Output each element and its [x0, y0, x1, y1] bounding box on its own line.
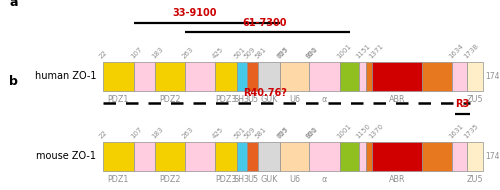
Text: 1634: 1634	[448, 43, 464, 60]
Text: 501: 501	[233, 46, 246, 60]
Bar	[258, 142, 280, 171]
Text: 183: 183	[151, 126, 164, 140]
Text: GUK: GUK	[260, 175, 278, 184]
Text: 107: 107	[130, 126, 143, 140]
Text: 1631: 1631	[448, 123, 464, 140]
Text: 890: 890	[305, 46, 318, 60]
Text: 1370: 1370	[368, 123, 384, 140]
Text: 509: 509	[243, 126, 256, 140]
Bar	[155, 62, 185, 91]
Text: 22: 22	[98, 129, 108, 140]
Text: 1151: 1151	[355, 43, 372, 60]
Bar	[185, 142, 215, 171]
Bar	[134, 62, 155, 91]
Bar	[102, 142, 134, 171]
Text: 1001: 1001	[336, 43, 352, 60]
Text: 425: 425	[211, 46, 224, 60]
Text: 921: 921	[305, 46, 318, 60]
Bar	[247, 62, 258, 91]
Text: U5: U5	[247, 175, 258, 184]
Text: PDZ3: PDZ3	[216, 175, 236, 184]
Text: 263: 263	[181, 46, 194, 60]
Text: PDZ1: PDZ1	[108, 175, 128, 184]
Text: b: b	[9, 75, 18, 88]
Bar	[237, 142, 247, 171]
Bar	[258, 62, 280, 91]
Bar	[247, 142, 258, 171]
Bar	[237, 62, 247, 91]
Text: R3: R3	[456, 99, 469, 109]
Text: 581: 581	[254, 46, 268, 60]
Text: 1371: 1371	[368, 43, 384, 60]
Bar	[452, 62, 467, 91]
Text: 921: 921	[305, 126, 318, 140]
Text: ABR: ABR	[389, 95, 405, 104]
Text: SH3: SH3	[234, 95, 250, 104]
Text: PDZ2: PDZ2	[159, 175, 180, 184]
Bar	[366, 62, 372, 91]
Text: 425: 425	[211, 126, 224, 140]
Bar	[185, 62, 215, 91]
Text: 627: 627	[276, 46, 289, 60]
Bar	[102, 62, 134, 91]
Bar	[309, 142, 340, 171]
Text: mouse ZO-1: mouse ZO-1	[36, 151, 96, 161]
Text: human ZO-1: human ZO-1	[35, 71, 96, 82]
Bar	[155, 142, 185, 171]
Text: ABR: ABR	[389, 175, 405, 184]
Text: U5: U5	[247, 95, 258, 104]
Text: 183: 183	[151, 46, 164, 60]
Text: 581: 581	[254, 126, 268, 140]
Bar	[280, 142, 309, 171]
Bar	[340, 62, 359, 91]
Text: 1748: 1748	[485, 72, 500, 81]
Text: 1001: 1001	[336, 123, 352, 140]
Bar	[452, 142, 467, 171]
Bar	[422, 142, 452, 171]
Bar	[280, 62, 309, 91]
Bar	[372, 62, 422, 91]
Text: ZU5: ZU5	[466, 95, 483, 104]
Bar	[340, 142, 359, 171]
Text: 795: 795	[276, 46, 289, 60]
Bar	[309, 62, 340, 91]
Bar	[215, 142, 237, 171]
Text: 509: 509	[243, 46, 256, 60]
Text: 1735: 1735	[463, 123, 479, 140]
Bar	[467, 62, 482, 91]
Text: 795: 795	[276, 126, 289, 140]
Text: 61-7300: 61-7300	[243, 17, 287, 28]
Bar	[372, 142, 422, 171]
Text: α: α	[322, 175, 327, 184]
Text: U6: U6	[289, 95, 300, 104]
Text: SH3: SH3	[234, 175, 250, 184]
Text: R40.76?: R40.76?	[243, 88, 287, 98]
Bar	[422, 62, 452, 91]
Text: ZU5: ZU5	[466, 175, 483, 184]
Text: a: a	[9, 0, 18, 9]
Text: 1150: 1150	[355, 123, 372, 140]
Text: α: α	[322, 95, 327, 104]
Text: GUK: GUK	[260, 95, 278, 104]
Bar	[366, 142, 372, 171]
Bar	[134, 142, 155, 171]
Bar	[359, 142, 366, 171]
Text: 501: 501	[233, 126, 246, 140]
Bar	[467, 142, 482, 171]
Text: 890: 890	[305, 126, 318, 140]
Text: 1738: 1738	[463, 43, 479, 60]
Bar	[215, 62, 237, 91]
Text: 627: 627	[276, 126, 289, 140]
Text: PDZ2: PDZ2	[159, 95, 180, 104]
Text: PDZ3: PDZ3	[216, 95, 236, 104]
Text: 263: 263	[181, 126, 194, 140]
Text: 22: 22	[98, 49, 108, 60]
Text: 1745: 1745	[485, 152, 500, 161]
Text: PDZ1: PDZ1	[108, 95, 128, 104]
Text: U6: U6	[289, 175, 300, 184]
Text: 33-9100: 33-9100	[173, 8, 217, 18]
Text: 107: 107	[130, 46, 143, 60]
Bar	[359, 62, 366, 91]
